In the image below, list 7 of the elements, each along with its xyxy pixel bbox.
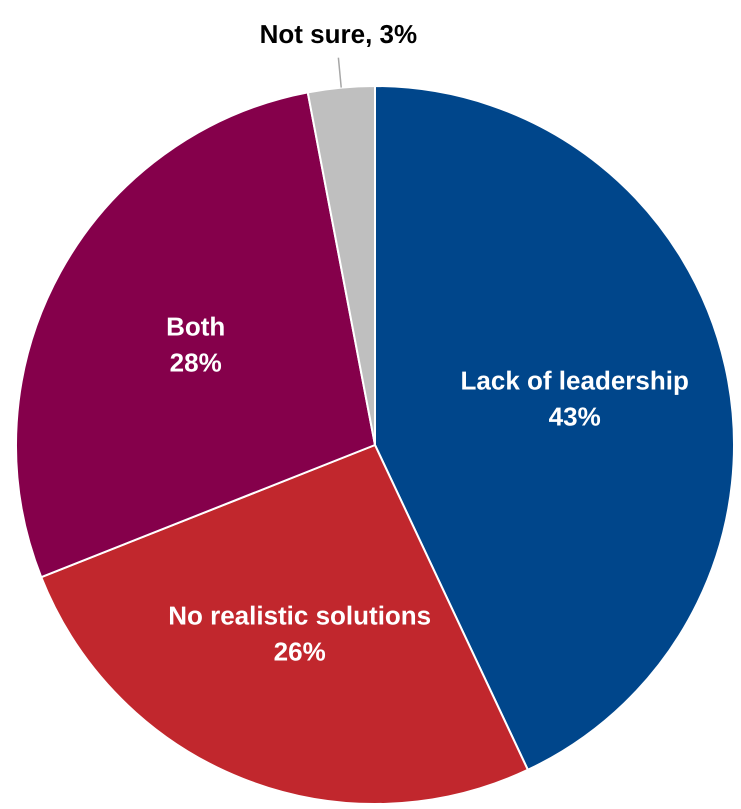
data-label: 43% bbox=[548, 402, 601, 432]
data-label: 28% bbox=[170, 348, 222, 378]
data-label: 26% bbox=[274, 636, 326, 666]
slice-label: No realistic solutions bbox=[168, 600, 432, 630]
slice-label: Lack of leadership bbox=[460, 366, 689, 396]
slice-label: Both bbox=[166, 312, 226, 342]
slice-label: Not sure, 3% bbox=[260, 18, 418, 49]
